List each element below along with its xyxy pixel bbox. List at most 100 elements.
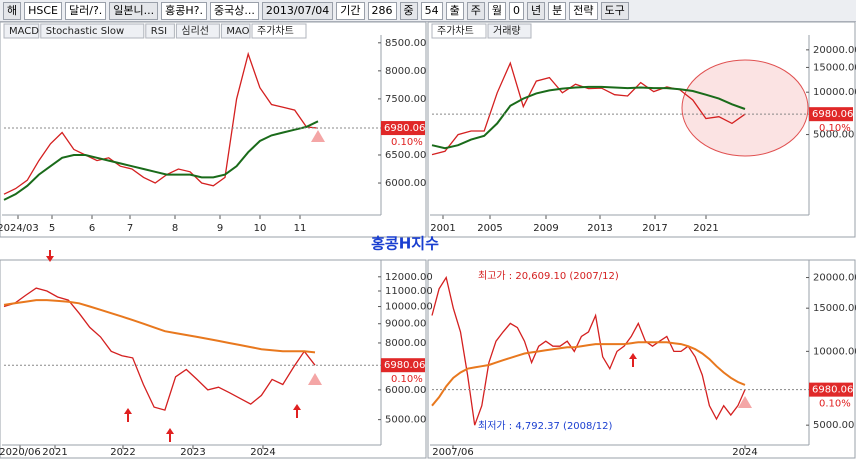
x-tick-label: 2009 <box>533 223 558 234</box>
tab <box>220 23 251 39</box>
tab-label: RSI <box>151 26 167 37</box>
toolbar-item[interactable]: 일본니... <box>109 1 159 20</box>
x-tick-label: 2024 <box>250 447 275 458</box>
price-line <box>3 51 319 195</box>
toolbar-item[interactable]: 도구 <box>600 1 629 20</box>
change: 0.10% <box>819 123 851 134</box>
y-tick-label: 9000.00 <box>385 319 426 330</box>
toolbar-item[interactable]: 주 <box>466 1 485 20</box>
change: 0.10% <box>391 374 423 385</box>
x-tick-label: 2022 <box>110 447 135 458</box>
y-tick-label: 10000.00 <box>385 302 433 313</box>
last-price-box <box>809 107 853 122</box>
toolbar-item[interactable]: 출 <box>445 1 464 20</box>
x-tick-label: 6 <box>89 223 95 234</box>
up-arrow <box>629 353 637 367</box>
toolbar-item[interactable]: 전략 <box>569 1 598 20</box>
x-tick-label: 2005 <box>477 223 502 234</box>
x-tick-label: 7 <box>127 223 133 234</box>
tab <box>145 23 175 39</box>
toolbar-item[interactable]: 0 <box>509 1 525 20</box>
up-arrow <box>124 408 132 422</box>
y-tick-label: 6000.00 <box>385 385 426 396</box>
center-title: 홍콩H지수 <box>371 235 439 253</box>
price-line <box>3 120 319 201</box>
arrows <box>46 250 637 442</box>
x-tick-label: 2017 <box>642 223 667 234</box>
toolbar-item[interactable]: 54 <box>420 1 443 20</box>
y-tick-label: 20000.00 <box>813 45 856 56</box>
tab-label: Stochastic Slow <box>46 26 124 37</box>
triangle <box>308 373 322 385</box>
x-tick-label: 11 <box>294 223 307 234</box>
last-price-box <box>381 121 425 136</box>
x-tick-label: 9 <box>217 223 223 234</box>
tab-label: 심리선 <box>181 25 209 37</box>
toolbar-item[interactable]: 중 <box>399 1 418 20</box>
y-tick-label: 7500.00 <box>385 94 426 105</box>
toolbar-item[interactable]: 홍콩H?. <box>161 1 208 20</box>
toolbar-item[interactable]: 해 <box>3 1 22 20</box>
x-tick-label: 8 <box>172 223 178 234</box>
y-tick-label: 15000.00 <box>813 62 856 73</box>
last-price-box <box>381 358 425 373</box>
markers <box>308 130 752 408</box>
x-tick-label: 5 <box>49 223 55 234</box>
x-tick-label: 2024/03 <box>0 223 39 234</box>
price-line <box>431 61 746 156</box>
toolbar-item[interactable]: 분 <box>548 1 567 20</box>
change: 0.10% <box>819 399 851 410</box>
price-line <box>431 275 746 426</box>
x-tick-label: 2001 <box>430 223 455 234</box>
x-tick-label: 10 <box>254 223 267 234</box>
tab-label: 거래량 <box>493 25 521 37</box>
toolbar-item[interactable]: 년 <box>527 1 546 20</box>
up-arrow <box>166 428 174 442</box>
triangle <box>738 396 752 408</box>
x-tick-label: 2007/06 <box>432 447 474 458</box>
panel-frame <box>427 259 856 459</box>
x-tick-label: 2024 <box>732 447 757 458</box>
toolbar-item[interactable]: HSCE <box>24 1 63 20</box>
tab <box>251 23 307 39</box>
tab <box>3 23 40 39</box>
y-tick-label: 10000.00 <box>813 346 856 357</box>
toolbar-item[interactable]: 2013/07/04 <box>261 1 334 20</box>
y-tick-label: 11000.00 <box>385 286 433 297</box>
last-price: 6980.06 <box>812 385 853 396</box>
y-tick-label: 15000.00 <box>813 303 856 314</box>
y-tick-label: 8500.00 <box>385 38 426 49</box>
y-tick-label: 12000.00 <box>385 272 433 283</box>
toolbar-item[interactable]: 월 <box>487 1 507 20</box>
y-tick-label: 20000.00 <box>813 273 856 284</box>
y-tick-label: 6500.00 <box>385 150 426 161</box>
tab-label: 주가차트 <box>437 25 474 37</box>
price-line <box>431 341 746 407</box>
price-line <box>3 287 316 411</box>
y-tick-label: 5000.00 <box>813 420 854 431</box>
x-tick-label: 2021 <box>693 223 718 234</box>
price-line <box>431 85 746 150</box>
up-arrow <box>293 404 301 418</box>
last-price: 6980.06 <box>384 123 425 134</box>
toolbar-item[interactable]: 286 <box>367 1 397 20</box>
last-price: 6980.06 <box>812 109 853 120</box>
x-tick-label: 2021 <box>42 447 67 458</box>
toolbar-item[interactable]: 기간 <box>336 1 365 20</box>
toolbar-item[interactable]: 중국상... <box>210 1 259 20</box>
last-price-box <box>809 382 853 397</box>
y-tick-label: 10000.00 <box>813 87 856 98</box>
annotation: 최고가 : 20,609.10 (2007/12) <box>478 270 619 282</box>
tab-label: 주가차트 <box>257 25 294 37</box>
tab <box>175 23 220 39</box>
y-tick-label: 5000.00 <box>385 415 426 426</box>
tab <box>487 23 532 39</box>
tab-label: MAO <box>226 26 249 37</box>
tab <box>40 23 145 39</box>
annotation: 최저가 : 4,792.37 (2008/12) <box>478 420 612 432</box>
x-tick-label: 2013 <box>587 223 612 234</box>
triangle <box>311 130 325 142</box>
toolbar-item[interactable]: 달러/?. <box>65 1 107 20</box>
